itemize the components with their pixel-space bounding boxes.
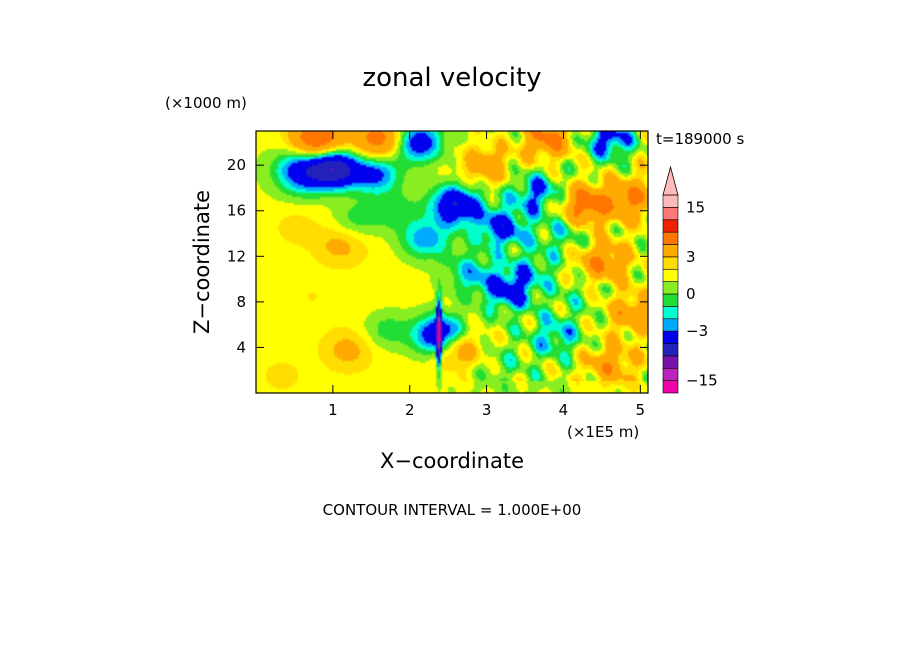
plot-frame [255, 130, 649, 394]
colorbar-segment [662, 380, 679, 394]
colorbar-extension-arrow [662, 165, 679, 196]
y-tick-label: 8 [236, 293, 246, 311]
y-axis-ticks: 4 8 12 16 20 [227, 156, 648, 356]
colorbar: 15 3 0 −3 −15 [662, 165, 718, 394]
contour-interval-note: CONTOUR INTERVAL = 1.000E+00 [323, 501, 582, 519]
colorbar-tick-label: −15 [686, 372, 718, 390]
colorbar-tick-label: −3 [686, 322, 708, 340]
y-tick-label: 4 [236, 338, 246, 356]
x-axis-unit: (×1E5 m) [567, 423, 639, 441]
colorbar-segment [662, 318, 679, 332]
y-tick-label: 12 [227, 247, 246, 265]
x-tick-label: 4 [559, 401, 569, 419]
y-axis-unit: (×1000 m) [165, 94, 247, 112]
colorbar-segment [662, 244, 679, 258]
y-axis-label: Z−coordinate [190, 190, 214, 334]
zonal-velocity-field [256, 131, 648, 393]
x-axis-ticks: 1 2 3 4 5 [328, 131, 645, 419]
x-tick-label: 1 [328, 401, 338, 419]
colorbar-segment [662, 194, 679, 208]
colorbar-segment [662, 343, 679, 357]
colorbar-segment [662, 207, 679, 221]
colorbar-tick-label: 0 [686, 285, 696, 303]
colorbar-segment [662, 281, 679, 295]
colorbar-tick-label: 15 [686, 198, 705, 216]
x-tick-label: 5 [636, 401, 646, 419]
x-tick-label: 2 [405, 401, 415, 419]
colorbar-segment [662, 231, 679, 245]
colorbar-tick-label: 3 [686, 248, 696, 266]
contour-plot-area [255, 130, 649, 394]
colorbar-segment [662, 330, 679, 344]
colorbar-segment [662, 219, 679, 233]
chart-title: zonal velocity [362, 63, 541, 93]
colorbar-segment [662, 293, 679, 307]
y-tick-label: 20 [227, 156, 246, 174]
colorbar-segment [662, 256, 679, 270]
colorbar-segment [662, 367, 679, 381]
x-axis-label: X−coordinate [380, 449, 524, 473]
time-label: t=189000 s [656, 130, 744, 148]
x-tick-label: 3 [482, 401, 492, 419]
colorbar-segment [662, 355, 679, 369]
colorbar-segment [662, 268, 679, 282]
colorbar-segment [662, 306, 679, 320]
y-tick-label: 16 [227, 202, 246, 220]
